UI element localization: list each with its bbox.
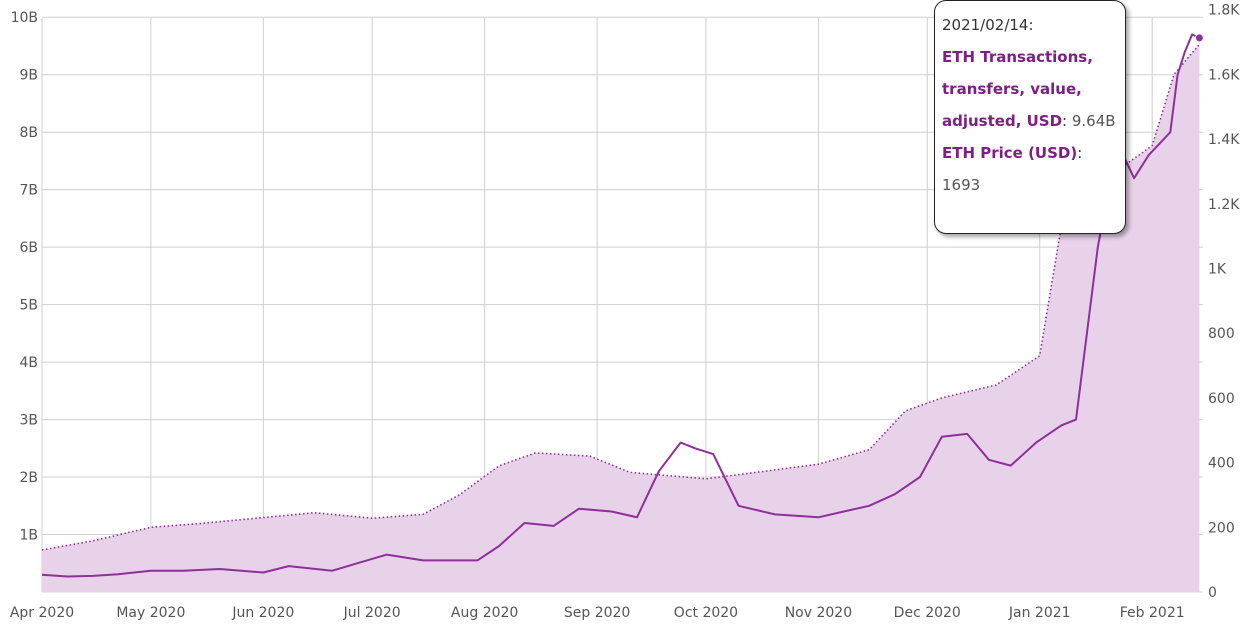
y-axis-left: 1B 2B 3B 4B 5B 6B 7B 8B 9B 10B xyxy=(11,10,38,543)
y-right-tick-label: 600 xyxy=(1208,391,1235,407)
price-area-fill xyxy=(42,44,1200,593)
x-tick-label: Jan 2021 xyxy=(1008,605,1071,621)
chart-tooltip: 2021/02/14: ETH Transactions, transfers,… xyxy=(934,0,1126,234)
hover-markers xyxy=(1194,33,1204,43)
x-tick-label: Sep 2020 xyxy=(564,605,630,621)
y-left-tick-label: 7B xyxy=(19,183,38,199)
hover-point-transactions xyxy=(1194,33,1204,43)
y-left-tick-label: 3B xyxy=(19,413,38,429)
tooltip-date: 2021/02/14: xyxy=(942,16,1034,34)
x-tick-label: Jun 2020 xyxy=(231,605,294,621)
tooltip-price-value: 1693 xyxy=(942,176,981,194)
y-left-tick-label: 8B xyxy=(19,125,38,141)
y-right-tick-label: 400 xyxy=(1208,456,1235,472)
tooltip-price-label: ETH Price (USD) xyxy=(942,144,1078,162)
x-axis: Apr 2020 May 2020 Jun 2020 Jul 2020 Aug 2020… xyxy=(10,605,1185,621)
y-right-tick-label: 1K xyxy=(1208,262,1227,278)
y-right-tick-label: 1.4K xyxy=(1208,132,1240,148)
y-left-tick-label: 2B xyxy=(19,470,38,486)
x-tick-label: May 2020 xyxy=(116,605,185,621)
y-right-tick-label: 0 xyxy=(1208,585,1217,601)
x-tick-label: Jul 2020 xyxy=(343,605,401,621)
x-tick-label: Nov 2020 xyxy=(785,605,852,621)
x-tick-label: Apr 2020 xyxy=(10,605,74,621)
y-left-tick-label: 1B xyxy=(19,528,38,544)
y-right-tick-label: 1.6K xyxy=(1208,67,1240,83)
tooltip-price-row: ETH Price (USD): 1693 xyxy=(942,144,1083,194)
y-left-tick-label: 4B xyxy=(19,355,38,371)
y-left-tick-label: 6B xyxy=(19,240,38,256)
y-left-tick-label: 9B xyxy=(19,68,38,84)
y-right-tick-label: 1.8K xyxy=(1208,3,1240,19)
x-tick-label: Dec 2020 xyxy=(894,605,961,621)
x-tick-label: Feb 2021 xyxy=(1120,605,1185,621)
y-right-tick-label: 200 xyxy=(1208,520,1235,536)
tooltip-transactions-label: ETH Transactions, transfers, value, adju… xyxy=(942,48,1093,130)
y-axis-right: 0 200 400 600 800 1K 1.2K 1.4K 1.6K 1.8K xyxy=(1208,3,1240,601)
x-tick-label: Oct 2020 xyxy=(674,605,738,621)
y-left-tick-label: 10B xyxy=(11,10,38,26)
tooltip-transactions-row: ETH Transactions, transfers, value, adju… xyxy=(942,48,1116,130)
y-left-tick-label: 5B xyxy=(19,298,38,314)
tooltip-transactions-value: 9.64B xyxy=(1071,112,1116,130)
y-right-tick-label: 800 xyxy=(1208,326,1235,342)
y-right-tick-label: 1.2K xyxy=(1208,197,1240,213)
x-tick-label: Aug 2020 xyxy=(451,605,518,621)
price-series xyxy=(41,43,1201,593)
